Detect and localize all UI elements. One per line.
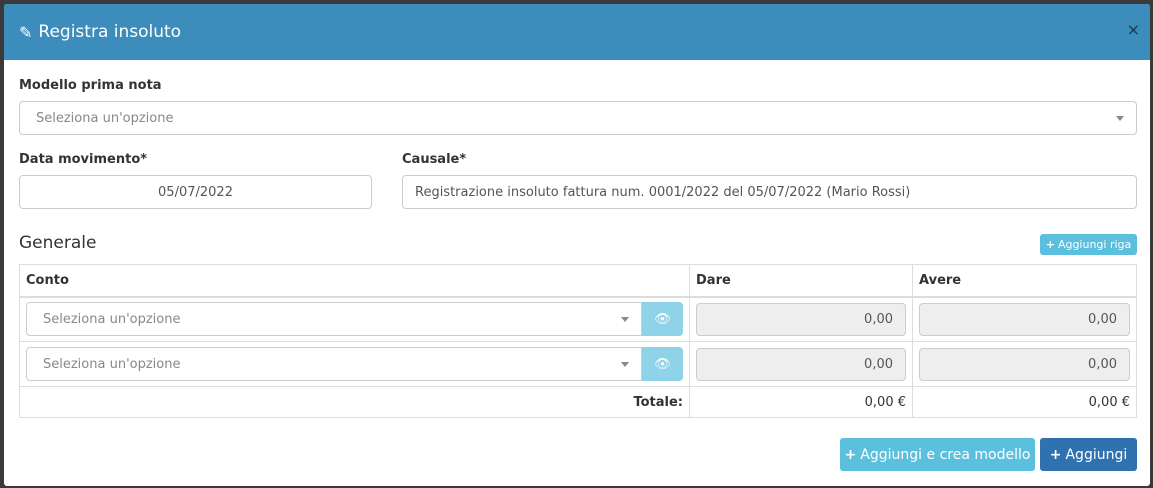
totals-row: Totale: 0,00 € 0,00 € <box>19 386 1137 418</box>
pencil-icon: ✎ <box>19 22 33 42</box>
chevron-down-icon <box>621 317 629 323</box>
conto-select[interactable]: Seleziona un'opzione 👁 <box>26 302 683 337</box>
entries-table: Conto Dare Avere Seleziona un'opzione 👁 0… <box>19 264 1137 418</box>
plus-icon: + <box>1049 446 1062 463</box>
dare-input[interactable]: 0,00 <box>696 347 906 381</box>
modal-title: Registra insoluto <box>38 22 182 42</box>
total-dare: 0,00 € <box>689 386 913 418</box>
add-button[interactable]: + Aggiungi <box>1040 438 1137 471</box>
data-movimento-input[interactable]: 05/07/2022 <box>19 175 372 209</box>
table-row: Seleziona un'opzione 👁 0,00 0,00 <box>19 341 1137 387</box>
chevron-down-icon <box>1116 116 1124 121</box>
modello-label: Modello prima nota <box>19 78 162 93</box>
causale-label: Causale* <box>402 152 467 167</box>
modal-header: ✎ Registra insoluto <box>4 4 1150 60</box>
add-model-label: Aggiungi e crea modello <box>860 446 1031 463</box>
data-label: Data movimento* <box>19 152 148 167</box>
table-row: Seleziona un'opzione 👁 0,00 0,00 <box>19 296 1137 342</box>
add-label: Aggiungi <box>1065 446 1128 463</box>
avere-input[interactable]: 0,00 <box>919 302 1130 336</box>
registra-insoluto-modal: ✎ Registra insoluto × Modello prima nota… <box>4 4 1150 486</box>
add-row-button[interactable]: + Aggiungi riga <box>1040 234 1137 255</box>
section-title: Generale <box>19 233 97 253</box>
modello-select[interactable]: Seleziona un'opzione <box>19 101 1137 135</box>
eye-icon[interactable]: 👁 <box>642 347 683 381</box>
header-conto: Conto <box>19 264 690 298</box>
plus-icon: + <box>844 446 857 463</box>
conto-select[interactable]: Seleziona un'opzione 👁 <box>26 347 683 381</box>
header-avere: Avere <box>912 264 1137 298</box>
add-row-label: Aggiungi riga <box>1057 238 1132 251</box>
conto-placeholder: Seleziona un'opzione <box>43 311 181 327</box>
close-button[interactable]: × <box>1126 20 1140 39</box>
conto-placeholder: Seleziona un'opzione <box>43 356 181 372</box>
causale-input[interactable]: Registrazione insoluto fattura num. 0001… <box>402 175 1137 209</box>
add-and-create-model-button[interactable]: + Aggiungi e crea modello <box>840 438 1035 471</box>
total-avere: 0,00 € <box>912 386 1137 418</box>
header-dare: Dare <box>689 264 913 298</box>
modello-placeholder: Seleziona un'opzione <box>36 110 174 126</box>
dare-input[interactable]: 0,00 <box>696 302 906 336</box>
total-label: Totale: <box>19 386 690 418</box>
eye-icon[interactable]: 👁 <box>642 302 683 337</box>
chevron-down-icon <box>621 362 629 367</box>
plus-icon: + <box>1045 238 1055 251</box>
avere-input[interactable]: 0,00 <box>919 347 1130 381</box>
